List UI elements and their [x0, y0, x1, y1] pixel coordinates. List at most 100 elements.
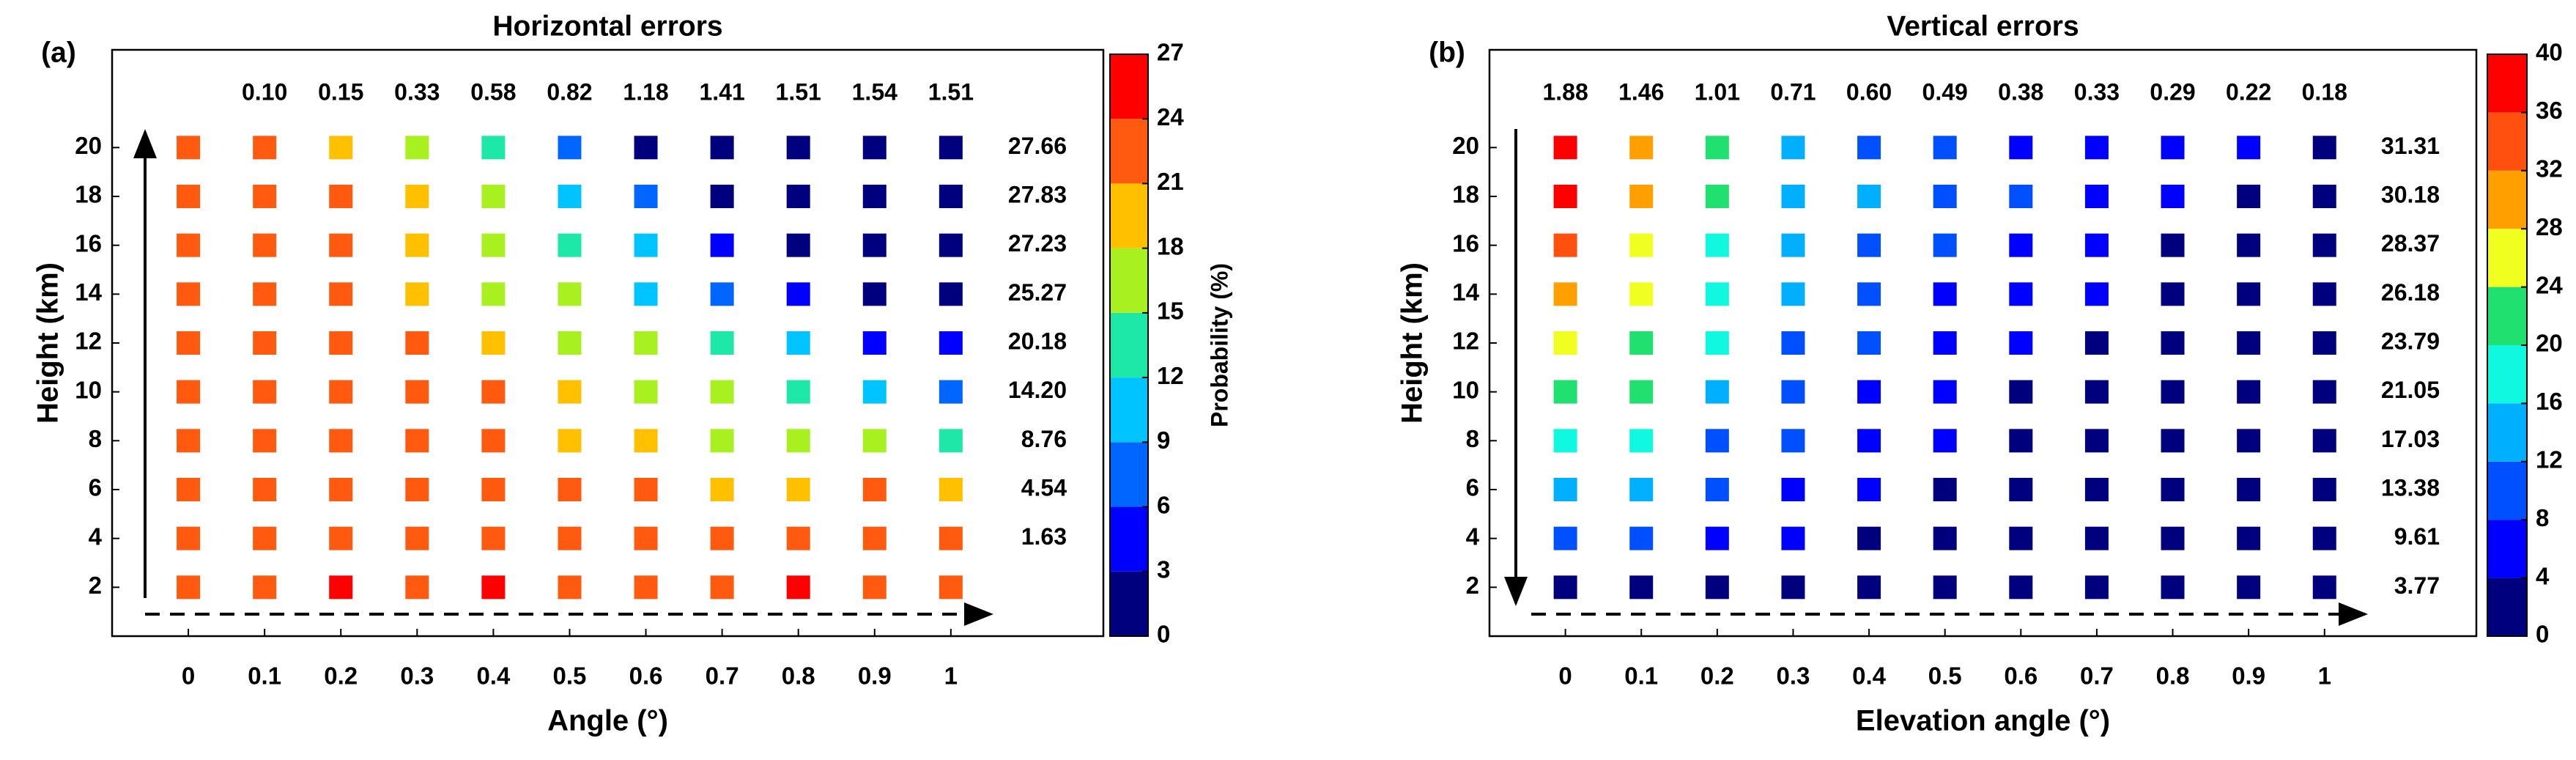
x-tick-label: 0.1 — [1624, 663, 1658, 690]
cell — [253, 233, 277, 257]
cell — [329, 429, 353, 453]
column-error-label: 1.46 — [1618, 78, 1664, 105]
cell — [1553, 526, 1577, 550]
row-error-label: 1.63 — [1021, 523, 1067, 550]
cell — [405, 526, 429, 550]
cell — [2161, 185, 2185, 208]
column-error-label: 0.22 — [2226, 78, 2271, 105]
cell — [558, 233, 582, 257]
cell — [2312, 575, 2336, 599]
x-tick-label: 0.4 — [476, 663, 511, 690]
cell — [481, 282, 506, 306]
cell — [2312, 380, 2336, 404]
cell — [253, 429, 277, 453]
cell — [634, 575, 658, 599]
cell — [634, 185, 658, 208]
cell — [405, 478, 429, 501]
cell — [1781, 478, 1805, 501]
cell — [634, 380, 658, 404]
colorbar-tick-label: 16 — [2536, 388, 2563, 415]
cell — [634, 282, 658, 306]
cell — [1629, 282, 1654, 306]
cell — [1629, 575, 1654, 599]
cell — [710, 331, 734, 355]
colorbar-band — [1110, 119, 1148, 184]
row-error-label: 20.18 — [1008, 328, 1067, 354]
cell — [558, 136, 582, 160]
cell — [1933, 331, 1957, 355]
cell — [1705, 136, 1729, 160]
cell — [862, 233, 887, 257]
cell — [2237, 478, 2261, 501]
cell — [253, 575, 277, 599]
cell — [2312, 185, 2336, 208]
colorbar-tick-label: 36 — [2536, 97, 2563, 124]
x-tick-label: 0.9 — [2232, 663, 2265, 690]
column-error-label: 1.51 — [776, 78, 821, 105]
cell — [1705, 429, 1729, 453]
cell — [939, 526, 963, 550]
cell — [1553, 185, 1577, 208]
x-tick-label: 0.6 — [2004, 663, 2038, 690]
cell — [710, 136, 734, 160]
cell — [710, 575, 734, 599]
colorbar-tick-label: 0 — [2536, 621, 2549, 648]
cell — [2312, 526, 2336, 550]
cell — [1781, 185, 1805, 208]
y-tick-label: 14 — [1452, 278, 1479, 306]
cell — [1629, 233, 1654, 257]
colorbar-frame — [1109, 54, 1149, 637]
cell — [786, 331, 810, 355]
cell — [939, 331, 963, 355]
cell — [939, 575, 963, 599]
cell — [558, 478, 582, 501]
cell — [253, 380, 277, 404]
cell — [2312, 282, 2336, 306]
column-error-label: 0.60 — [1846, 78, 1892, 105]
column-error-label: 0.10 — [242, 78, 287, 105]
cell — [786, 233, 810, 257]
cell — [1705, 575, 1729, 599]
cell — [1553, 478, 1577, 501]
cell — [329, 575, 353, 599]
cell — [2161, 380, 2185, 404]
colorbar-band — [2487, 287, 2527, 345]
column-error-label: 1.18 — [623, 78, 668, 105]
cell — [558, 429, 582, 453]
cell — [710, 478, 734, 501]
y-tick-label: 20 — [75, 132, 102, 159]
colorbar-tick-label: 4 — [2536, 562, 2550, 589]
cell — [177, 282, 201, 306]
cell — [1933, 380, 1957, 404]
cell — [634, 478, 658, 501]
y-tick-label: 4 — [89, 523, 103, 550]
row-error-label: 25.27 — [1008, 279, 1067, 306]
cell — [1781, 282, 1805, 306]
cell — [1705, 478, 1729, 501]
x-tick-label: 0.7 — [706, 663, 739, 690]
colorbar-tick-label: 32 — [2536, 155, 2563, 182]
column-error-label: 1.54 — [852, 78, 897, 105]
cell — [405, 185, 429, 208]
cell — [2009, 429, 2033, 453]
y-tick-label: 10 — [75, 376, 102, 403]
cell — [2161, 282, 2185, 306]
cell — [481, 575, 506, 599]
cell — [939, 429, 963, 453]
cell — [2009, 185, 2033, 208]
cell — [862, 331, 887, 355]
cell — [329, 282, 353, 306]
cell — [1705, 282, 1729, 306]
y-tick-label: 8 — [1466, 425, 1479, 452]
cell — [558, 331, 582, 355]
colorbar-band — [2487, 229, 2527, 287]
cell — [1705, 185, 1729, 208]
panel-label: (a) — [41, 37, 76, 68]
colorbar-tick-label: 15 — [1157, 298, 1184, 325]
x-tick-label: 0 — [1558, 663, 1572, 690]
column-error-label: 0.33 — [2074, 78, 2120, 105]
column-error-label: 0.49 — [1922, 78, 1968, 105]
colorbar-band — [2487, 461, 2527, 520]
cell — [177, 526, 201, 550]
cell — [1781, 575, 1805, 599]
